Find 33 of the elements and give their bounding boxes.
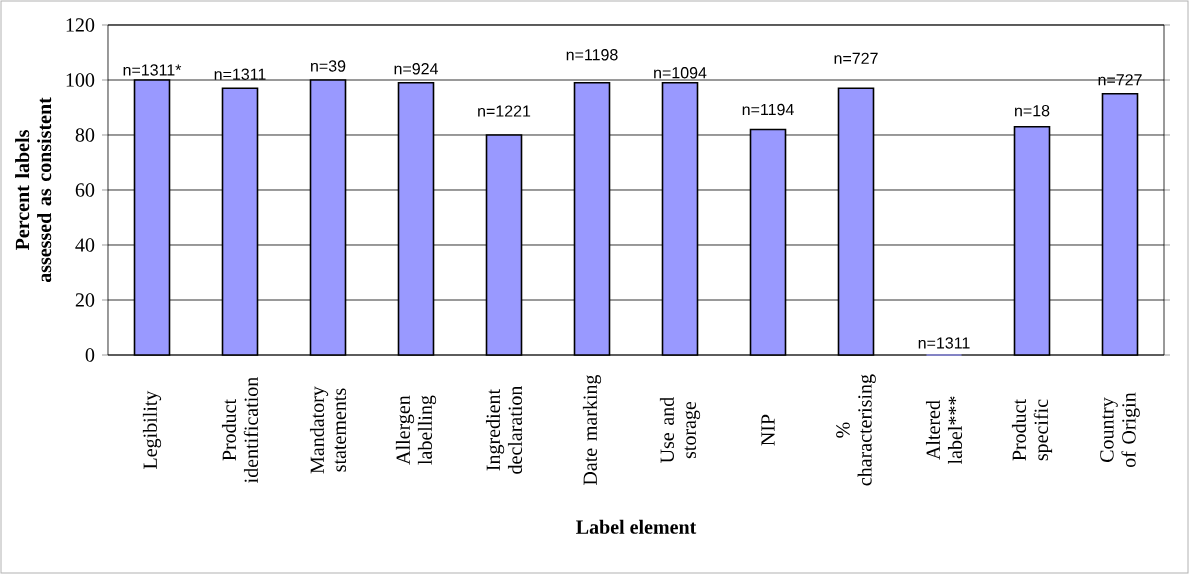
x-tick-label: % characterising [836,374,876,486]
annotation: n=727 [1098,74,1142,86]
y-axis-title: Percent labels assessed as consistent [15,97,52,283]
y-tick-label: 0 [85,348,95,362]
y-tick-label: 20 [75,293,95,307]
x-tick-label: Date marking [582,374,602,486]
x-tick-label: NIP [761,414,775,446]
annotation: n=727 [834,52,878,64]
x-tick-label: Altered label*** [925,396,963,465]
x-tick-label: Country of Origin [1100,392,1140,468]
y-tick-label: 120 [66,18,95,32]
annotation: n=1194 [742,103,794,116]
x-tick-label: Mandatory statements [309,386,347,474]
annotation: n=1311 [918,337,970,349]
x-tick-label: Use and storage [659,397,701,463]
annotation: n=1221 [478,105,531,117]
annotation: n=1311* [123,64,182,76]
annotation: n=1094 [654,67,707,79]
x-axis-title: Label element [576,519,697,534]
x-tick-label: Legibility [142,390,162,469]
y-tick-label: 80 [75,128,95,142]
x-tick-label: Product specific [1011,399,1053,461]
y-tick-label: 60 [75,183,95,197]
x-tick-label: Product identification [221,377,259,483]
y-tick-label: 40 [75,238,95,252]
annotation: n=18 [1015,105,1050,117]
annotation: n=924 [394,63,438,75]
annotation: n=1311 [214,68,266,80]
annotation: n=1198 [566,49,618,61]
annotation: n=39 [311,60,346,72]
x-tick-label: Ingredient declaration [485,385,523,474]
x-tick-label: Allergen labelling [395,395,437,465]
y-tick-label: 100 [66,73,95,87]
